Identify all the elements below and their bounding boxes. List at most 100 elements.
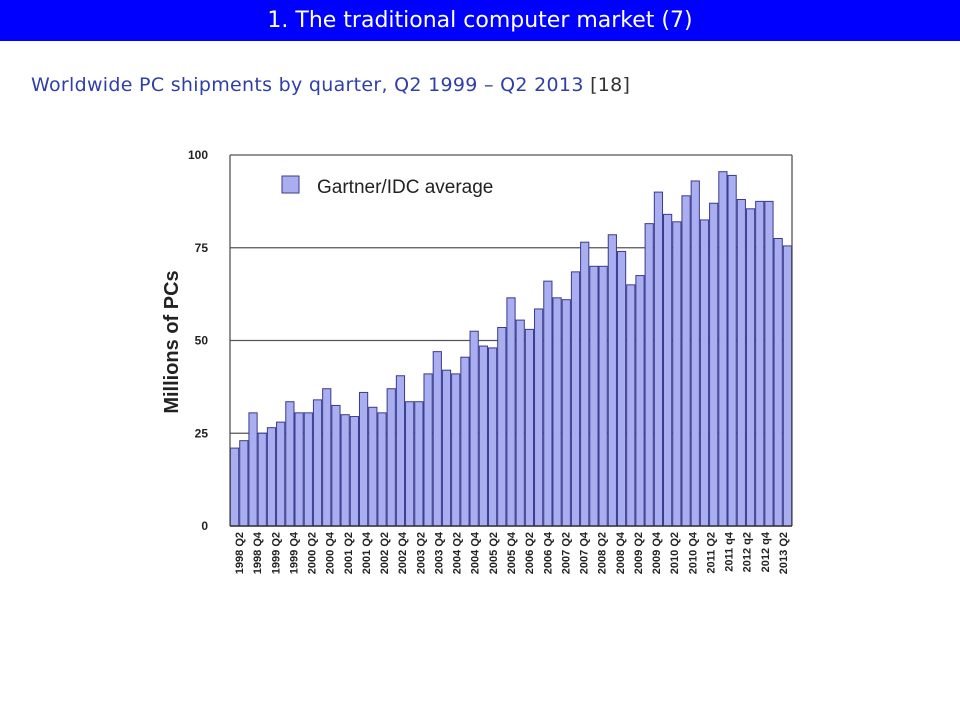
x-tick-label: 2006 Q4: [542, 531, 554, 574]
x-tick-label: 2008 Q2: [597, 532, 609, 574]
x-tick-label: 2012 q2: [742, 532, 754, 572]
bar: [276, 421, 286, 527]
x-tick-label: 2006 Q2: [524, 532, 536, 574]
bar: [432, 351, 442, 527]
bar: [727, 174, 737, 527]
bar: [616, 250, 627, 527]
bar: [460, 356, 470, 527]
x-tick-label: 2001 Q2: [343, 532, 355, 574]
y-tick-labels: 0 25 50 75 100: [188, 148, 208, 533]
bar: [534, 308, 544, 527]
bar: [266, 427, 277, 527]
x-tick-label: 2004 Q4: [470, 531, 482, 574]
bar: [257, 432, 267, 527]
bar: [377, 412, 387, 527]
bar: [709, 202, 719, 527]
bar: [773, 237, 783, 527]
x-tick-label: 2009 Q2: [633, 532, 645, 574]
bar: [478, 345, 488, 527]
x-tick-label: 2009 Q4: [651, 531, 663, 574]
x-tick-label: 2007 Q2: [560, 532, 572, 574]
bar: [358, 391, 369, 527]
bar: [285, 401, 295, 527]
bar: [681, 195, 691, 527]
bar: [598, 265, 608, 527]
x-tick-label: 2005 Q4: [506, 531, 518, 574]
x-tick-label: 2011 q4: [724, 531, 736, 572]
bar: [635, 275, 645, 527]
bar: [580, 241, 590, 527]
bar: [303, 412, 313, 527]
y-tick-label: 100: [188, 148, 208, 162]
bar: [331, 404, 341, 527]
y-tick-label: 0: [201, 519, 208, 533]
bar: [248, 412, 258, 527]
x-tick-label: 2003 Q2: [415, 532, 427, 574]
bar: [653, 191, 664, 527]
x-tick-label: 2002 Q2: [379, 532, 391, 574]
bar: [699, 219, 710, 527]
bar: [239, 440, 249, 527]
x-tick-label: 1999 Q4: [288, 531, 300, 574]
bar: [322, 388, 332, 527]
y-axis-label: Millions of PCs: [161, 270, 183, 413]
bar: [230, 447, 240, 527]
x-tick-label: 2012 q4: [760, 531, 772, 572]
bar: [340, 414, 350, 527]
y-tick-label: 50: [195, 334, 209, 348]
x-tick-label: 2010 Q4: [687, 531, 699, 574]
slide-subtitle: Worldwide PC shipments by quarter, Q2 19…: [31, 74, 630, 96]
bar: [349, 416, 359, 527]
reference-marker: [18]: [590, 74, 631, 96]
bar: [423, 373, 433, 527]
bar: [561, 299, 571, 527]
bar: [386, 388, 396, 527]
bar: [607, 234, 617, 527]
bar: [441, 369, 452, 527]
x-tick-label: 2005 Q2: [488, 532, 500, 574]
x-tick-label: 2010 Q2: [669, 532, 681, 574]
plot-frame: [229, 155, 793, 527]
bar: [405, 401, 415, 527]
bar: [543, 280, 553, 527]
bar: [506, 297, 516, 527]
bar: [736, 199, 746, 527]
bar: [745, 208, 756, 527]
bar: [395, 375, 406, 527]
legend-swatch: [281, 175, 300, 194]
bar: [294, 412, 304, 527]
y-tick-label: 75: [195, 241, 209, 255]
bar: [626, 284, 636, 527]
x-tick-label: 2008 Q4: [615, 531, 627, 574]
x-tick-labels: 1998 Q2 1998 Q4 1999 Q2 1999 Q4 2000 Q2 2000 …: [234, 531, 790, 574]
x-tick-label: 2004 Q2: [452, 532, 464, 574]
bar: [497, 327, 507, 527]
bar: [469, 330, 479, 527]
x-tick-label: 2001 Q4: [361, 531, 373, 574]
bar: [782, 245, 792, 527]
bars: [230, 171, 792, 527]
bar: [690, 180, 700, 527]
x-tick-label: 2007 Q4: [579, 531, 591, 574]
bar: [672, 221, 682, 527]
bar: [451, 373, 461, 527]
bar: [589, 265, 599, 527]
bar: [515, 319, 525, 527]
slide-title: 1. The traditional computer market (7): [0, 0, 960, 41]
x-tick-label: 2011 Q2: [705, 532, 717, 574]
bar: [570, 271, 581, 527]
subtitle-text: Worldwide PC shipments by quarter, Q2 19…: [31, 74, 584, 96]
bar: [764, 200, 774, 527]
bar: [487, 347, 498, 527]
bar: [663, 213, 673, 527]
bar: [718, 171, 728, 527]
bar: [524, 328, 535, 527]
x-tick-label: 2000 Q4: [325, 531, 337, 574]
legend-label: Gartner/IDC average: [317, 177, 493, 198]
x-tick-label: 2002 Q4: [397, 531, 409, 574]
bar: [368, 406, 378, 527]
bar: [755, 200, 765, 527]
y-tick-label: 25: [195, 426, 209, 440]
bar: [644, 223, 654, 527]
bar: [414, 401, 424, 527]
